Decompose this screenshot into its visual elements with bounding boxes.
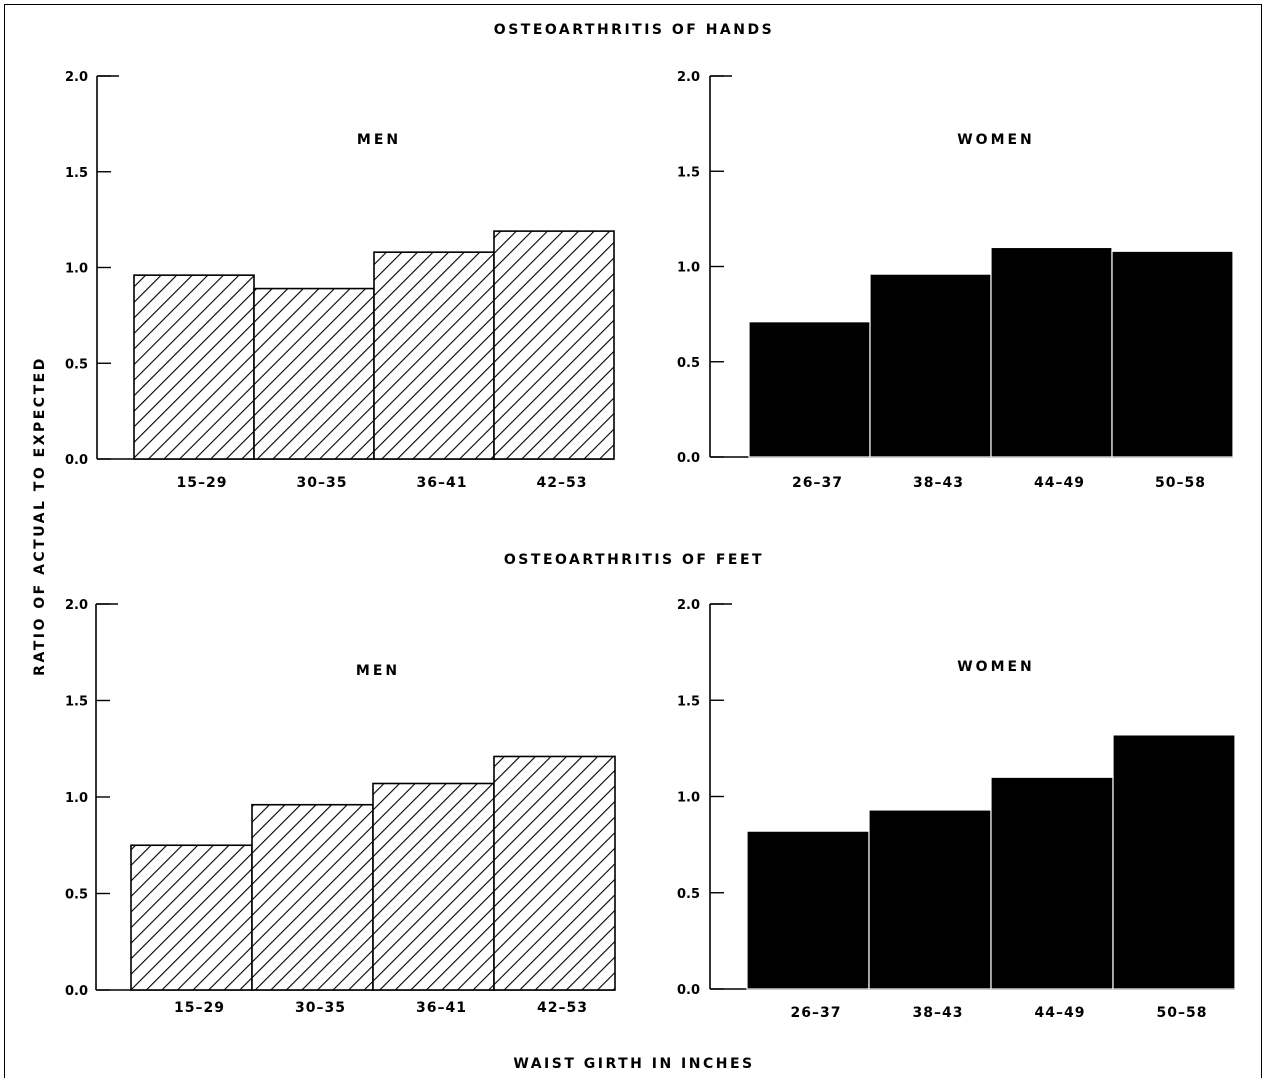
category-label: 36–41 (416, 1000, 467, 1016)
bar-15–29 (133, 274, 255, 460)
y-tick-label: 1.0 (677, 261, 700, 276)
x-axis-label: WAIST GIRTH IN INCHES (513, 1056, 755, 1072)
category-label: 30–35 (295, 1000, 346, 1016)
bar-15–29 (130, 844, 253, 991)
category-label: 30–35 (297, 475, 348, 491)
figure-frame (4, 4, 1262, 1078)
y-tick-label: 1.0 (677, 791, 700, 806)
y-tick-label: 0.5 (65, 888, 88, 903)
y-tick-label: 1.5 (65, 695, 88, 710)
bar-36–41 (372, 782, 495, 991)
bar-42–53 (493, 230, 615, 460)
bar-44–49 (990, 776, 1114, 990)
y-tick-label: 1.5 (677, 165, 700, 180)
category-label: 50–58 (1157, 1005, 1208, 1021)
y-tick-label: 0.0 (65, 453, 88, 468)
y-tick-label: 0.5 (65, 357, 88, 372)
bar-38–43 (869, 273, 992, 458)
y-tick-label: 2.0 (65, 70, 88, 85)
bar-38–43 (868, 809, 992, 990)
y-tick-label: 1.5 (65, 166, 88, 181)
category-label: 44–49 (1035, 1005, 1086, 1021)
y-tick-label: 2.0 (677, 598, 700, 613)
bar-26–37 (746, 830, 870, 990)
panel-label: WOMEN (957, 132, 1035, 148)
hands-section-title: OSTEOARTHRITIS OF HANDS (493, 22, 775, 38)
category-label: 15–29 (174, 1000, 225, 1016)
bar-44–49 (990, 246, 1113, 458)
category-label: 50–58 (1155, 475, 1206, 491)
y-tick-label: 2.0 (65, 598, 88, 613)
y-tick-label: 2.0 (677, 70, 700, 85)
category-label: 38–43 (913, 1005, 964, 1021)
category-label: 44–49 (1034, 475, 1085, 491)
category-label: 36–41 (417, 475, 468, 491)
y-tick-label: 0.0 (677, 983, 700, 998)
panel-label: MEN (356, 663, 400, 679)
y-tick-label: 0.0 (65, 984, 88, 999)
y-tick-label: 1.5 (677, 694, 700, 709)
bar-50–58 (1112, 734, 1236, 990)
category-label: 42–53 (537, 1000, 588, 1016)
category-label: 42–53 (537, 475, 588, 491)
y-tick-label: 1.0 (65, 791, 88, 806)
feet-section-title: OSTEOARTHRITIS OF FEET (503, 552, 765, 568)
y-tick-label: 0.5 (677, 356, 700, 371)
y-tick-label: 0.0 (677, 451, 700, 466)
bar-30–35 (251, 803, 374, 991)
bar-50–58 (1111, 250, 1234, 458)
y-tick-label: 0.5 (677, 887, 700, 902)
panel-label: WOMEN (957, 659, 1035, 675)
category-label: 15–29 (177, 475, 228, 491)
bar-42–53 (493, 755, 616, 991)
category-label: 26–37 (791, 1005, 842, 1021)
category-label: 26–37 (792, 475, 843, 491)
y-tick-label: 1.0 (65, 262, 88, 277)
panel-label: MEN (357, 132, 401, 148)
bar-30–35 (253, 287, 375, 460)
bar-26–37 (748, 321, 871, 458)
category-label: 38–43 (913, 475, 964, 491)
